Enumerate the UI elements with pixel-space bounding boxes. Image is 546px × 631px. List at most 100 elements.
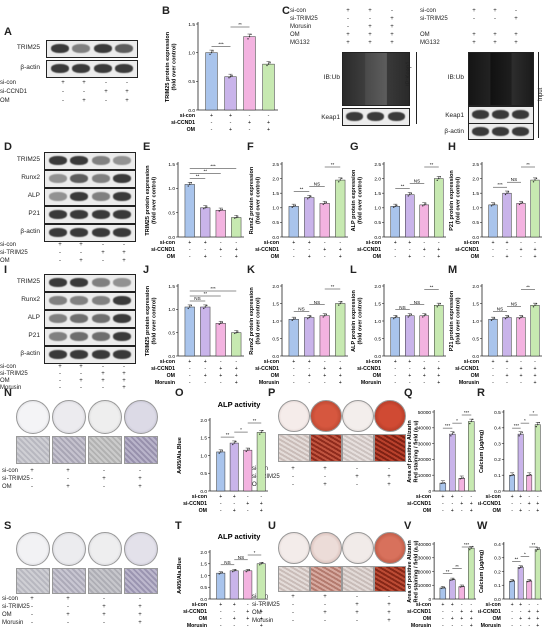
cond-sign: + [437,247,440,253]
y-axis-label: P21 protein expression [449,290,455,351]
cond-sign: - [230,120,232,126]
cond-sign: - [220,508,222,514]
bar [458,478,465,492]
cond-label: si-con [366,240,381,246]
cond-label: si-con [0,80,17,86]
cond-label: si-con [366,359,381,365]
y-tick-label: 2.0 [472,284,479,290]
blot-row-label: Runx2 [21,174,40,181]
cond-sign: - [102,242,104,248]
y-tick-label: 0.2 [494,457,501,463]
cond-sign: - [461,623,463,629]
cond-sign: + [219,373,222,379]
blot-d-strip [44,224,136,242]
cond-sign: + [423,247,426,253]
cond-sign: + [210,113,213,119]
y-axis-label: Calcium (μg/mg) [479,430,485,473]
cond-sign: + [30,468,34,474]
cond-sign: - [520,359,522,365]
data-point [204,207,206,209]
cond-sign: - [102,258,104,264]
cond-sign: + [472,8,476,14]
y-tick-label: 0.5 [374,220,381,226]
cond-sign: + [491,240,494,246]
cond-sign: + [122,385,126,391]
data-point [339,179,341,181]
cond-label: OM [167,254,175,260]
y-axis-label: A405/Ala.Blue [177,437,183,474]
data-point [450,579,452,582]
y-axis-label: Area of positive Alizarin [407,420,413,483]
cond-sign: + [233,616,236,622]
sig-label: * [524,418,526,423]
cond-sign: + [346,32,350,38]
cond-sign: + [58,364,62,370]
data-point [521,431,523,434]
data-point [291,319,293,322]
bar [530,179,540,238]
cond-sign: + [394,359,397,365]
stain-panel-u: si-con si-TRIM25 OM Morusin + + - - - - … [252,530,411,630]
sig-label: * [240,427,242,432]
cond-sign: - [324,474,326,480]
data-point [459,478,461,480]
bar-chart-l: ALP protein expression (fold over control… [351,284,446,386]
bar-chart-e: TRIM25 protein expression (fold over cont… [145,162,244,260]
data-point [245,570,247,573]
sig-label: NS [314,300,320,305]
cond-sign: - [394,247,396,253]
cond-sign: - [528,602,530,608]
cond-sign: - [388,466,390,472]
panel-label-j: J [143,264,150,276]
y-axis-label: (fold over control) [256,177,262,224]
data-point [529,579,532,582]
bar [288,319,299,357]
cond-sign: - [534,359,536,365]
data-point [493,203,496,205]
blot-d-strip [44,152,136,170]
cond-sign: + [291,466,295,472]
cond-sign: + [441,494,444,500]
data-point [189,306,191,308]
bar [229,570,239,600]
data-point [293,205,295,208]
cond-sign: + [229,113,232,119]
y-tick-label: 0.5 [188,79,195,85]
data-point [307,317,309,320]
data-point [393,206,395,208]
bar [231,332,242,357]
y-axis-label: (fold over control) [172,43,178,90]
cond-sign: + [505,240,508,246]
data-point [338,181,340,183]
cond-sign: - [235,240,237,246]
alizarin-well [310,532,342,564]
cond-label: si-con [192,602,207,608]
bar [243,449,253,492]
blot-i-strip [44,328,136,346]
cond-label: OM [0,98,10,104]
alizarin-well [342,400,374,432]
data-point [451,433,454,435]
input-keap-label: Keap1 [445,112,464,119]
y-tick-label: 1.0 [374,206,381,212]
cond-sign: + [519,494,522,500]
panel-label-r: R [477,387,485,399]
cond-label: Morusin [0,385,22,391]
panel-label-d: D [4,141,12,153]
panel-label-v: V [404,520,412,532]
data-point [293,318,295,320]
data-point [526,474,529,477]
cond-sign: + [102,476,106,482]
data-point [324,202,326,205]
cond-sign: + [387,474,391,480]
data-point [440,587,443,590]
cond-label: OM [2,612,12,618]
cond-sign: - [62,89,64,95]
cond-sign: + [423,366,426,372]
cond-sign: - [324,602,326,608]
input-actin-label: β-actin [444,128,464,135]
blot-row-label: β-actin [20,228,40,235]
y-axis-label: A405/Ala.Blue [177,557,183,594]
alizarin-micro-tile [374,566,406,592]
data-point [436,179,438,182]
